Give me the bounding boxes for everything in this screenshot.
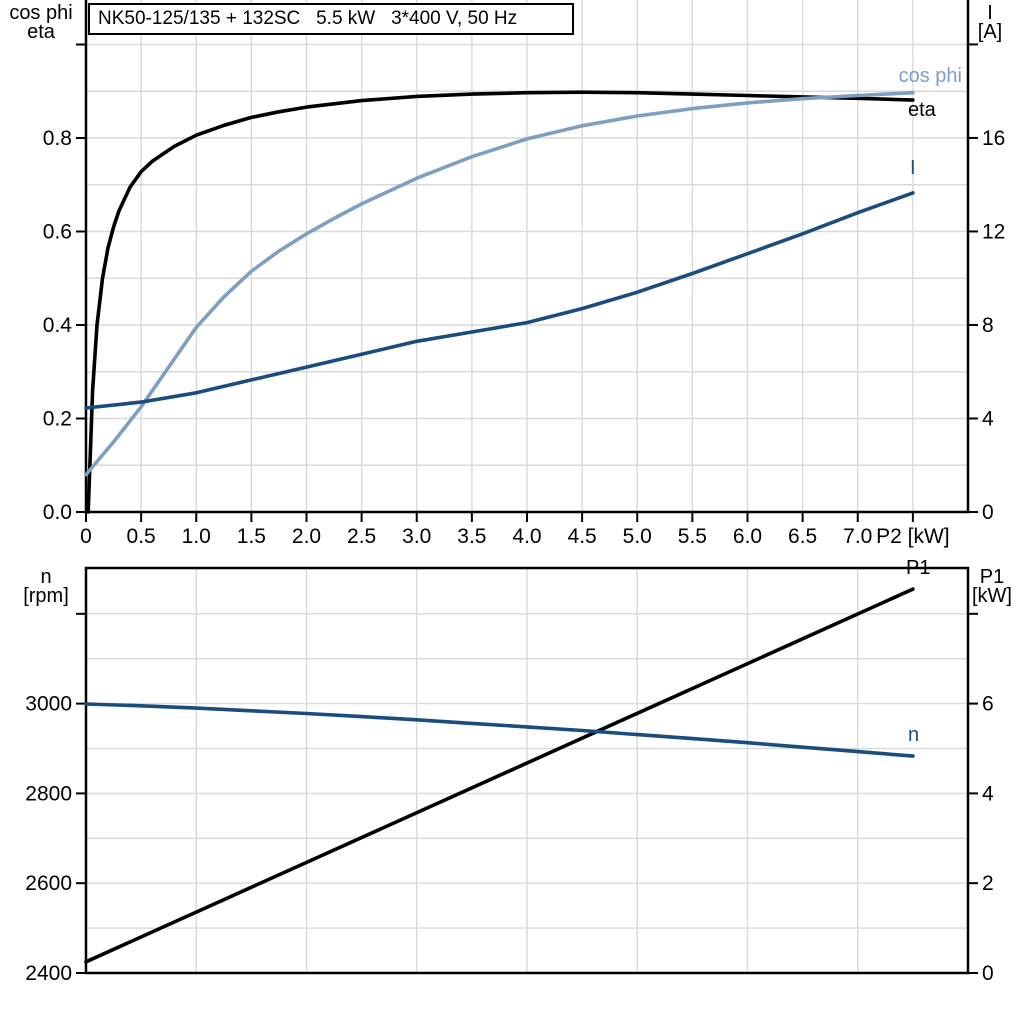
p1-curve-label: P1 — [906, 557, 931, 579]
x-axis-tick-label: P2 [kW] — [876, 525, 950, 548]
right-axis-tick-label: 4 — [982, 782, 994, 805]
left-axis-tick-label: 0.0 — [43, 501, 72, 524]
series-curve-cos-phi — [84, 90, 915, 477]
bottom-left-axis-title-line1: n — [40, 566, 52, 588]
top-left-axis-title-line1: cos phi — [9, 2, 73, 24]
x-axis-tick-label: 5.5 — [678, 525, 707, 548]
left-axis-tick-label: 3000 — [25, 693, 72, 716]
left-axis-tick-label: 0.2 — [43, 408, 72, 431]
right-axis-tick-label: 2 — [982, 872, 994, 895]
x-axis-tick-label: 3.5 — [457, 525, 486, 548]
bottom-right-axis-title-line2: [kW] — [972, 585, 1012, 607]
right-axis-tick-label: 4 — [982, 407, 994, 430]
right-axis-tick-label: 8 — [982, 314, 994, 337]
left-axis-tick-label: 0.8 — [43, 127, 72, 150]
x-axis-tick-label: 1.5 — [237, 525, 266, 548]
left-axis-tick-label: 2800 — [25, 782, 72, 805]
left-axis-tick-label: 0.4 — [43, 314, 73, 337]
x-axis-tick-label: 2.5 — [347, 525, 376, 548]
x-axis-tick-label: 7.0 — [843, 525, 872, 548]
top-right-axis-title-line2: [A] — [977, 21, 1003, 43]
series-curve-P1 — [84, 587, 915, 964]
x-axis-tick-label: 2.0 — [292, 525, 321, 548]
n-curve-label: n — [908, 724, 920, 746]
eta-curve-label: eta — [908, 99, 936, 121]
right-axis-tick-label: 16 — [982, 127, 1005, 150]
series-curve-I — [84, 191, 915, 410]
top-left-axis-title-line2: eta — [27, 21, 55, 43]
bottom-left-axis-title-line2: [rpm] — [23, 585, 69, 607]
x-axis-tick-label: 6.0 — [733, 525, 762, 548]
chart-title: NK50-125/135 + 132SC 5.5 kW 3*400 V, 50 … — [88, 3, 574, 35]
right-axis-tick-label: 12 — [982, 220, 1005, 243]
x-axis-tick-label: 0.5 — [127, 525, 156, 548]
x-axis-tick-label: 0 — [80, 525, 92, 548]
top-right-axis-title-line1: I — [987, 2, 993, 24]
right-axis-tick-label: 6 — [982, 693, 994, 716]
bottom-right-axis-title-line1: P1 — [979, 566, 1005, 588]
right-axis-tick-label: 0 — [982, 962, 994, 985]
x-axis-tick-label: 4.5 — [568, 525, 597, 548]
x-axis-tick-label: 4.0 — [512, 525, 541, 548]
series-curve-n — [84, 702, 915, 758]
cos-phi-curve-label: cos phi — [898, 65, 962, 87]
x-axis-tick-label: 5.0 — [623, 525, 652, 548]
x-axis-tick-label: 3.0 — [402, 525, 431, 548]
left-axis-tick-label: 2400 — [25, 962, 72, 985]
left-axis-tick-label: 2600 — [25, 872, 72, 895]
current-curve-label: I — [910, 157, 916, 179]
series-curve-eta — [86, 90, 915, 514]
left-axis-tick-label: 0.6 — [43, 221, 72, 244]
x-axis-tick-label: 6.5 — [788, 525, 817, 548]
right-axis-tick-label: 0 — [982, 501, 994, 524]
x-axis-tick-label: 1.0 — [182, 525, 211, 548]
